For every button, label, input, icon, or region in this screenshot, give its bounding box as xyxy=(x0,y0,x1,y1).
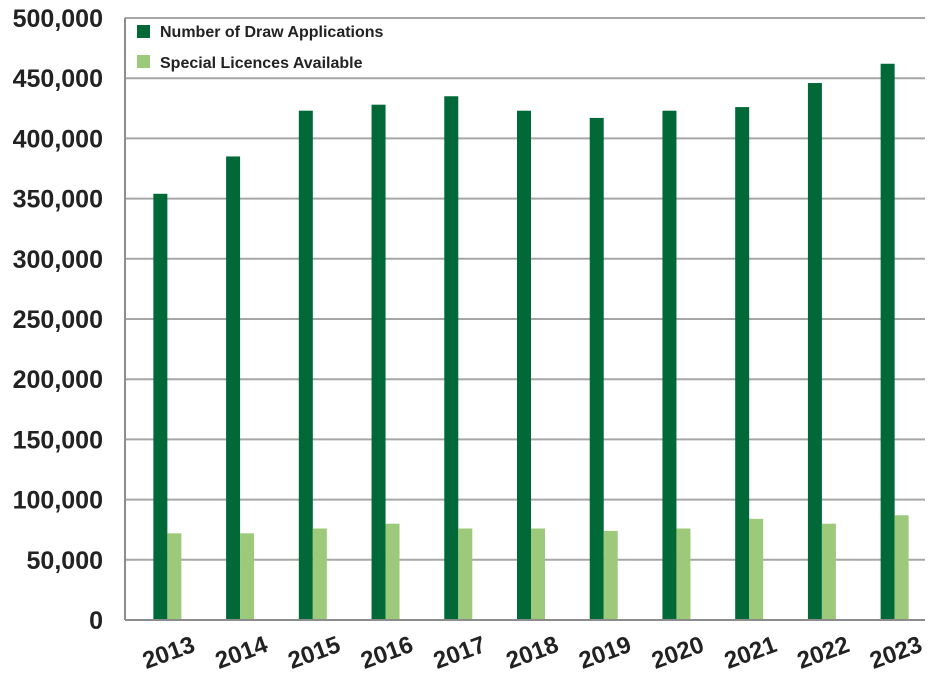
bar-draw-applications-2023 xyxy=(880,63,895,620)
bar-draw-applications-2016 xyxy=(371,104,386,621)
legend-swatch-special-licences xyxy=(137,55,150,68)
bar-draw-applications-2015 xyxy=(298,110,313,620)
bar-special-licences-2023 xyxy=(894,515,909,620)
y-tick-label: 200,000 xyxy=(13,366,103,394)
x-tick-label: 2020 xyxy=(648,631,707,675)
x-axis-tick-labels: 2013 2014 2015 2016 2017 2018 2019 2020 2021 2022… xyxy=(139,631,926,675)
bar-special-licences-2016 xyxy=(385,523,400,620)
bar-draw-applications-2013 xyxy=(153,193,168,620)
y-tick-label: 500,000 xyxy=(13,5,103,33)
y-tick-label: 50,000 xyxy=(27,547,103,575)
x-tick-label: 2017 xyxy=(430,631,489,675)
x-tick-label: 2016 xyxy=(357,631,416,675)
bar-special-licences-2015 xyxy=(312,528,327,620)
x-tick-label: 2023 xyxy=(866,631,925,675)
y-axis-tick-labels: 0 50,000 100,000 150,000 200,000 250,000 300,0… xyxy=(13,5,103,635)
x-tick-label: 2018 xyxy=(503,631,562,675)
bar-special-licences-2020 xyxy=(676,528,691,620)
legend-label-special-licences: Special Licences Available xyxy=(160,55,363,72)
bar-draw-applications-2019 xyxy=(589,117,604,620)
legend: Number of Draw Applications Special Lice… xyxy=(137,24,384,72)
y-tick-label: 350,000 xyxy=(13,186,103,214)
bar-draw-applications-2017 xyxy=(444,96,459,620)
x-tick-label: 2014 xyxy=(212,631,272,675)
x-tick-label: 2015 xyxy=(285,631,344,675)
x-tick-label: 2019 xyxy=(575,631,634,675)
x-tick-label: 2013 xyxy=(139,631,198,675)
y-tick-label: 400,000 xyxy=(13,125,103,153)
x-tick-label: 2021 xyxy=(721,631,780,675)
bar-special-licences-2013 xyxy=(167,533,182,620)
bar-special-licences-2019 xyxy=(603,530,618,620)
bar-draw-applications-2022 xyxy=(807,83,822,621)
legend-label-draw-applications: Number of Draw Applications xyxy=(160,24,384,41)
bar-special-licences-2014 xyxy=(240,533,255,620)
bar-special-licences-2017 xyxy=(458,528,473,620)
x-tick-label: 2022 xyxy=(794,631,853,675)
y-tick-label: 250,000 xyxy=(13,306,103,334)
bar-special-licences-2022 xyxy=(821,523,836,620)
bar-draw-applications-2021 xyxy=(735,107,750,620)
bar-special-licences-2021 xyxy=(749,518,764,620)
axes xyxy=(124,18,925,621)
y-tick-label: 0 xyxy=(89,607,103,635)
y-tick-label: 450,000 xyxy=(13,65,103,93)
legend-swatch-draw-applications xyxy=(137,25,150,38)
bar-draw-applications-2014 xyxy=(226,156,241,620)
bar-draw-applications-2018 xyxy=(517,110,531,620)
y-tick-label: 100,000 xyxy=(13,487,103,515)
y-tick-label: 300,000 xyxy=(13,246,103,274)
bar-special-licences-2018 xyxy=(531,528,545,620)
y-tick-label: 150,000 xyxy=(13,426,103,454)
bars xyxy=(153,63,909,621)
bar-draw-applications-2020 xyxy=(662,110,677,620)
